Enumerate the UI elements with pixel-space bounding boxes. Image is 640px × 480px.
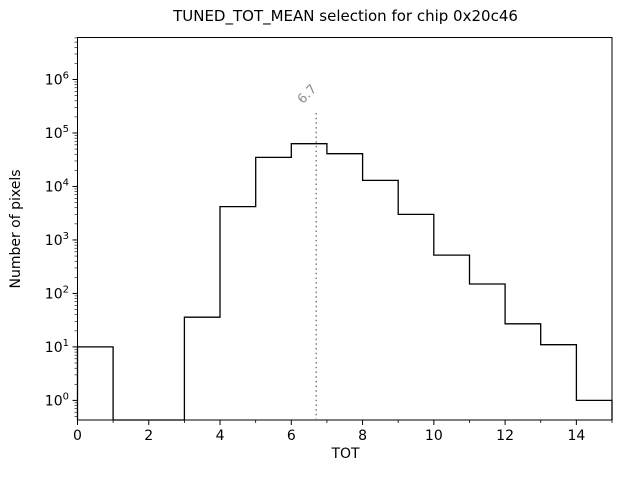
- y-tick-label: 104: [45, 177, 69, 195]
- y-tick-label: 100: [45, 391, 69, 409]
- plot-spines: [77, 37, 613, 421]
- y-tick-label: 105: [45, 124, 69, 142]
- histogram-line: [76, 143, 613, 421]
- x-tick-label: 10: [425, 428, 443, 444]
- y-tick-label: 101: [45, 338, 69, 356]
- x-tick-label: 2: [144, 428, 153, 444]
- y-tick-label: 103: [45, 231, 69, 249]
- x-axis-label: TOT: [331, 446, 360, 462]
- x-tick-label: 8: [358, 428, 367, 444]
- x-tick-label: 6: [287, 428, 296, 444]
- x-tick-label: 0: [73, 428, 82, 444]
- y-tick-label: 102: [45, 284, 69, 302]
- x-tick-label: 14: [567, 428, 585, 444]
- x-tick-label: 4: [216, 428, 225, 444]
- selection-vline-label: 6.7: [295, 82, 320, 107]
- chart-title: TUNED_TOT_MEAN selection for chip 0x20c4…: [173, 7, 518, 25]
- x-tick-label: 12: [496, 428, 514, 444]
- y-tick-label: 106: [45, 71, 69, 89]
